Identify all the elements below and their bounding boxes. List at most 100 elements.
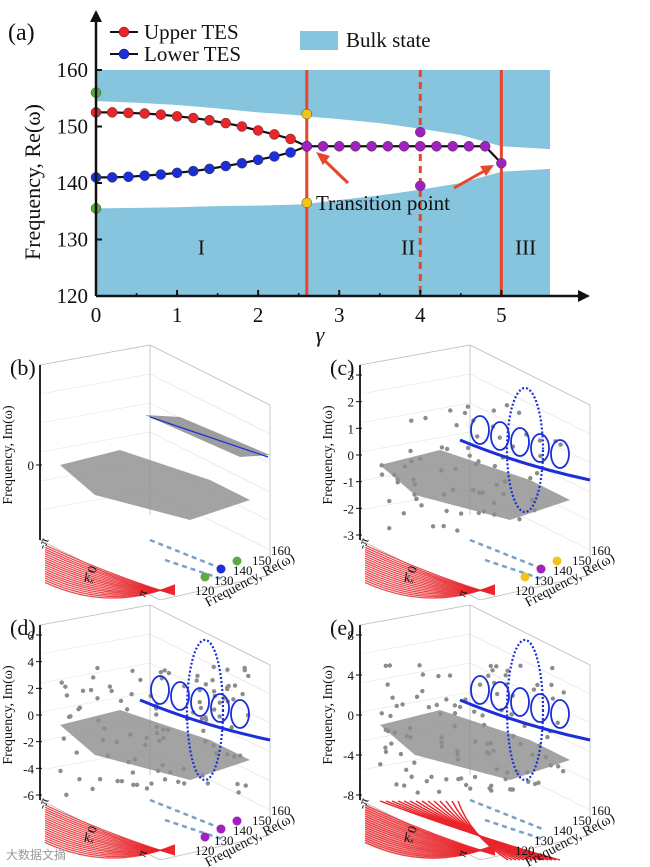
z-tick-label-5: -4 — [23, 761, 34, 776]
bulk-point-62 — [444, 777, 449, 782]
bulk-point-11 — [379, 711, 384, 716]
re-tick-3: 150 — [572, 813, 592, 828]
bulk-point-56 — [429, 774, 434, 780]
point-2-2 — [333, 141, 345, 152]
bulk-point-7 — [488, 741, 493, 746]
bulk-point-54 — [439, 468, 444, 473]
bulk-point-108 — [545, 734, 550, 740]
kx-tick-2: π — [134, 587, 150, 599]
bulk-point-22 — [455, 752, 460, 757]
re-tick-2: 140 — [553, 563, 573, 578]
bulk-point-67 — [229, 725, 234, 730]
bulk-point-52 — [383, 727, 388, 732]
grid-back-2 — [39, 662, 151, 684]
bulk-point-8 — [167, 770, 173, 775]
point-0-2 — [123, 107, 134, 119]
edge-loop-1 — [170, 681, 190, 711]
bulk-point-34 — [473, 739, 478, 744]
bulk-point-15 — [448, 408, 453, 413]
bulk-point-18 — [200, 773, 205, 778]
z-axis-label: Frequency, Im(ω) — [321, 405, 336, 505]
legend-entry-bulk: Bulk state — [346, 28, 431, 52]
bulk-point-49 — [491, 500, 497, 506]
bulk-point-84 — [455, 757, 461, 762]
bulk-point-5 — [115, 778, 120, 784]
bulk-point-68 — [88, 687, 94, 693]
y-tick-label-3: 150 — [57, 115, 89, 139]
re-tick-0: 120 — [515, 583, 535, 598]
bulk-point-100 — [211, 707, 217, 712]
bulk-point-38 — [497, 435, 502, 440]
bulk-point-58 — [128, 732, 133, 737]
bulk-point-29 — [560, 769, 566, 774]
re-tick-4: 160 — [271, 803, 291, 818]
projection-dash-2 — [164, 558, 226, 582]
bulk-point-51 — [161, 735, 166, 741]
panel-e: 840-4-8(e)Frequency, Im(ω)kₓ-π0π 12013014… — [321, 604, 618, 867]
kx-tick-1: 0 — [84, 564, 100, 575]
z-tick-label-2: 1 — [348, 421, 355, 436]
region-label-0: I — [198, 236, 205, 260]
bulk-point-13 — [144, 735, 149, 740]
bulk-point-8 — [438, 711, 443, 717]
bulk-point-63 — [404, 767, 409, 773]
box-edge-1 — [359, 344, 471, 366]
bulk-point-69 — [424, 778, 429, 784]
point-2-3 — [350, 141, 361, 152]
floor-marker-2 — [232, 816, 242, 826]
bulk-point-47 — [476, 510, 481, 516]
z-tick-label-4: -8 — [343, 788, 354, 803]
bulk-point-44 — [217, 700, 223, 705]
floor-marker-2 — [232, 556, 242, 566]
floor-marker-0 — [520, 572, 530, 582]
bulk-point-39 — [528, 475, 533, 481]
bulk-point-77 — [130, 668, 135, 674]
bulk-point-98 — [102, 726, 107, 731]
bulk-point-28 — [474, 434, 480, 439]
z-tick-label-3: 0 — [348, 448, 355, 463]
grid-back-1 — [39, 373, 151, 395]
legend-swatch-bulk — [300, 31, 338, 50]
re-tick-0: 120 — [195, 583, 215, 598]
bulk-point-32 — [144, 786, 150, 791]
x-tick-label-1: 1 — [172, 303, 183, 327]
grid-side-1 — [149, 373, 271, 435]
edge-loop-0 — [470, 675, 490, 705]
kx-tick-2: π — [134, 847, 150, 859]
bulk-point-90 — [243, 783, 248, 788]
kx-label: kₓ — [404, 831, 414, 846]
bulk-point-42 — [458, 511, 464, 516]
bulk-point-77 — [439, 740, 444, 745]
bulk-point-14 — [455, 528, 460, 533]
bulk-point-74 — [160, 762, 165, 768]
x-tick-label-5: 5 — [496, 303, 507, 327]
bulk-point-13 — [455, 749, 460, 754]
bulk-point-66 — [489, 788, 494, 793]
z-tick-label-5: -2 — [343, 501, 354, 516]
floor-curve-17 — [364, 841, 496, 859]
bulk-point-39 — [420, 688, 425, 694]
bulk-point-57 — [530, 497, 535, 503]
bulk-point-56 — [439, 445, 445, 450]
x-axis-label: γ — [316, 322, 326, 347]
bulk-point-42 — [95, 665, 100, 671]
point-2-0 — [301, 141, 313, 152]
bulk-point-56 — [114, 739, 119, 745]
z-tick-label-4: -2 — [23, 735, 34, 750]
bulk-point-16 — [532, 508, 537, 513]
box-edge-5 — [479, 834, 591, 861]
point-1-10 — [252, 154, 264, 166]
re-tick-1: 130 — [214, 573, 234, 588]
bulk-point-49 — [201, 728, 206, 734]
z-axis-label: Frequency, Im(ω) — [321, 665, 336, 765]
bulk-point-19 — [414, 694, 420, 699]
bulk-point-96 — [64, 792, 69, 798]
re-tick-4: 160 — [591, 543, 611, 558]
panel-b: 0(b)Frequency, Im(ω)kₓ-π0π 12013014015016… — [1, 344, 298, 611]
edge-loop-0 — [150, 675, 170, 705]
grid-back-2 — [359, 402, 471, 424]
bulk-point-2 — [166, 670, 172, 676]
bulk-point-64 — [197, 699, 202, 705]
bulk-point-103 — [96, 718, 101, 723]
re-tick-3: 150 — [252, 553, 272, 568]
